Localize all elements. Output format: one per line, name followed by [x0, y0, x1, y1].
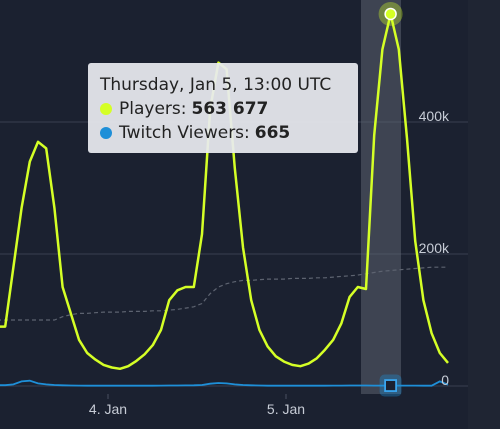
players-legend-dot-icon	[100, 103, 112, 115]
players-hover-marker	[384, 7, 397, 21]
viewers-legend-dot-icon	[100, 127, 112, 139]
hover-tooltip: Thursday, Jan 5, 13:00 UTC Players: 563 …	[88, 63, 358, 153]
x-tick-label: 4. Jan	[89, 401, 127, 417]
tooltip-date-row: Thursday, Jan 5, 13:00 UTC	[100, 73, 358, 97]
tooltip-players-value: 563 677	[191, 99, 269, 119]
tooltip-viewers-row: Twitch Viewers: 665	[100, 121, 358, 145]
marker-layer	[378, 1, 403, 397]
label-layer: 0 200k 400k 4. Jan 5. Jan	[89, 108, 450, 417]
y-tick-400k: 400k	[419, 108, 450, 124]
x-tick-label: 5. Jan	[267, 401, 305, 417]
tooltip-date: Thursday, Jan 5, 13:00 UTC	[100, 75, 332, 95]
tooltip-viewers-value: 665	[254, 123, 291, 143]
right-panel-edge	[468, 0, 500, 429]
average-players-line	[0, 266, 448, 321]
y-tick-0: 0	[441, 372, 449, 388]
y-tick-200k: 200k	[419, 240, 450, 256]
tooltip-players-row: Players: 563 677	[100, 97, 358, 121]
viewers-hover-marker	[384, 379, 398, 392]
twitch-viewers-line	[0, 379, 449, 387]
tooltip-players-label: Players:	[119, 99, 187, 119]
tooltip-viewers-label: Twitch Viewers:	[119, 123, 250, 143]
